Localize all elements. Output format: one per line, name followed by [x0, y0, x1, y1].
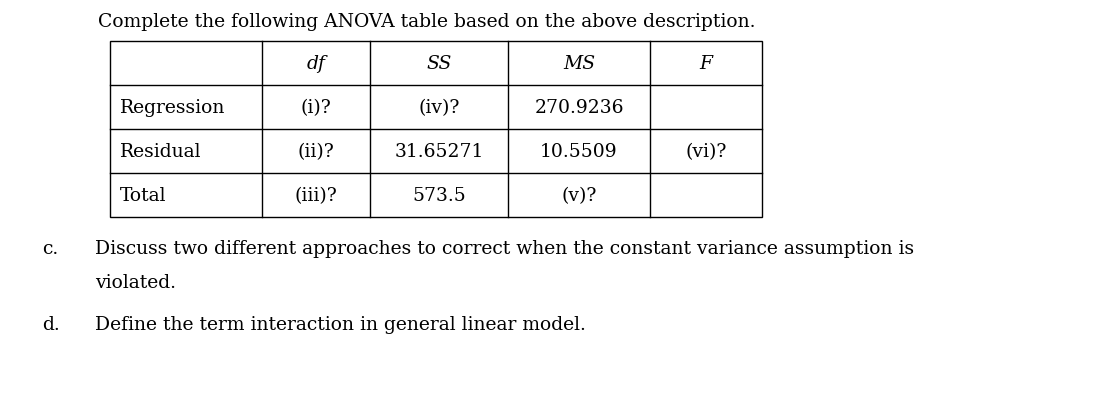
Text: F: F	[699, 55, 713, 73]
Text: (ii)?: (ii)?	[297, 143, 334, 161]
Text: (i)?: (i)?	[301, 99, 332, 117]
Text: Regression: Regression	[120, 99, 225, 117]
Bar	[110, 42, 761, 217]
Text: Complete the following ANOVA table based on the above description.: Complete the following ANOVA table based…	[98, 13, 756, 31]
Text: c.: c.	[42, 239, 58, 257]
Text: 10.5509: 10.5509	[541, 143, 618, 161]
Text: Define the term interaction in general linear model.: Define the term interaction in general l…	[95, 315, 586, 333]
Text: (vi)?: (vi)?	[685, 143, 727, 161]
Text: d.: d.	[42, 315, 60, 333]
Text: SS: SS	[426, 55, 452, 73]
Text: Total: Total	[120, 187, 166, 205]
Text: df: df	[306, 55, 325, 73]
Text: 270.9236: 270.9236	[534, 99, 624, 117]
Text: (iv)?: (iv)?	[418, 99, 460, 117]
Text: Residual: Residual	[120, 143, 202, 161]
Text: 31.65271: 31.65271	[394, 143, 484, 161]
Text: MS: MS	[563, 55, 595, 73]
Text: 573.5: 573.5	[412, 187, 466, 205]
Text: (v)?: (v)?	[562, 187, 597, 205]
Text: (iii)?: (iii)?	[294, 187, 337, 205]
Text: violated.: violated.	[95, 273, 176, 291]
Text: Discuss two different approaches to correct when the constant variance assumptio: Discuss two different approaches to corr…	[95, 239, 915, 257]
